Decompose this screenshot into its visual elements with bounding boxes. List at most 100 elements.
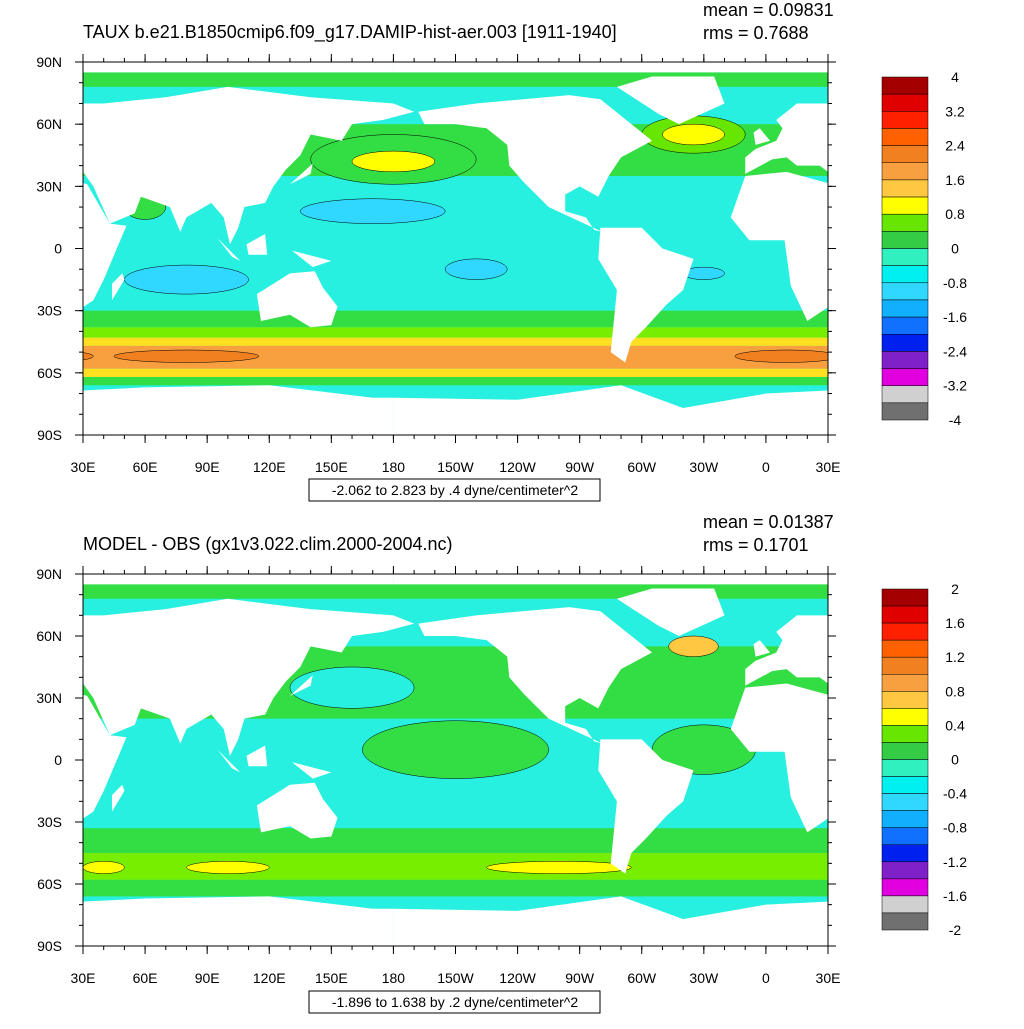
land — [393, 62, 1024, 72]
colorbar-box — [882, 845, 928, 862]
colorbar-box — [882, 231, 928, 248]
field-blob — [300, 199, 445, 224]
colorbar-box — [882, 249, 928, 266]
land — [991, 234, 1012, 255]
lon-label: 90W — [565, 459, 595, 475]
colorbar-box — [882, 657, 928, 674]
colorbar-box — [882, 742, 928, 759]
colorbar-label: 4 — [951, 69, 959, 85]
mean-label: mean = 0.01387 — [703, 512, 834, 532]
lat-label: 30S — [37, 814, 62, 830]
lat-label: 0 — [54, 752, 62, 768]
colorbar-label: -1.2 — [943, 854, 967, 870]
colorbar-box — [882, 708, 928, 725]
land — [857, 785, 869, 812]
field-blob — [114, 350, 259, 362]
map-field — [0, 574, 1024, 946]
land — [857, 273, 869, 300]
rms-label: rms = 0.1701 — [703, 535, 809, 555]
land — [1002, 271, 1024, 327]
lat-label: 90N — [36, 54, 62, 70]
lon-label: 60E — [133, 459, 158, 475]
land — [963, 750, 986, 773]
panel-title: MODEL - OBS (gx1v3.022.clim.2000-2004.nc… — [83, 534, 453, 554]
lat-label: 30N — [36, 178, 62, 194]
colorbar-box — [882, 214, 928, 231]
colorbar-box — [882, 725, 928, 742]
colorbar-box — [882, 351, 928, 368]
colorbar-label: -2.4 — [943, 343, 967, 359]
field-band — [83, 338, 828, 346]
panel-title: TAUX b.e21.B1850cmip6.f09_g17.DAMIP-hist… — [83, 22, 617, 43]
colorbar-box — [882, 334, 928, 351]
colorbar-box — [882, 674, 928, 691]
colorbar-box — [882, 623, 928, 640]
lon-label: 150E — [315, 459, 348, 475]
colorbar-box — [882, 777, 928, 794]
lon-label: 150E — [315, 970, 348, 986]
rms-label: rms = 0.7688 — [703, 23, 809, 43]
lon-label: 150W — [437, 970, 474, 986]
colorbar-box — [882, 180, 928, 197]
colorbar-box — [882, 300, 928, 317]
field-blob — [669, 636, 719, 657]
colorbar-label: -1.6 — [943, 309, 967, 325]
field-blob — [445, 259, 507, 280]
colorbar-box — [882, 794, 928, 811]
land — [1002, 783, 1024, 839]
lat-label: 60N — [36, 628, 62, 644]
lon-label: 60W — [627, 459, 657, 475]
colorbar-box — [882, 94, 928, 111]
lon-label: 180 — [382, 970, 406, 986]
lon-label: 0 — [762, 459, 770, 475]
colorbar-box — [882, 146, 928, 163]
colorbar-box — [882, 111, 928, 128]
colorbar-label: 2 — [951, 581, 959, 597]
land — [9, 128, 26, 145]
colorbar-box — [882, 589, 928, 606]
colorbar-box — [882, 369, 928, 386]
colorbar-label: -3.2 — [943, 378, 967, 394]
colorbar-box — [882, 266, 928, 283]
range-note: -2.062 to 2.823 by .4 dyne/centimeter^2 — [332, 482, 578, 498]
colorbar-box — [882, 691, 928, 708]
colorbar-box — [882, 862, 928, 879]
lon-label: 0 — [762, 970, 770, 986]
colorbar-box — [882, 128, 928, 145]
lon-label: 30W — [689, 970, 719, 986]
field-band — [83, 377, 828, 385]
field-blob — [662, 124, 724, 145]
field-blob — [83, 861, 124, 873]
range-note: -1.896 to 1.638 by .2 dyne/centimeter^2 — [332, 994, 578, 1010]
lat-label: 60N — [36, 116, 62, 132]
field-blob — [186, 861, 269, 873]
colorbar-box — [882, 811, 928, 828]
colorbar-box — [882, 913, 928, 930]
colorbar-label: 1.6 — [945, 615, 965, 631]
colorbar-label: 0 — [951, 241, 959, 257]
lon-label: 60E — [133, 970, 158, 986]
lon-label: 30W — [689, 459, 719, 475]
map-field — [0, 62, 1024, 435]
colorbar-label: -2 — [949, 922, 962, 938]
colorbar-label: 2.4 — [945, 138, 965, 154]
colorbar-box — [882, 896, 928, 913]
lon-label: 150W — [437, 459, 474, 475]
lat-label: 60S — [37, 876, 62, 892]
mean-label: mean = 0.09831 — [703, 0, 834, 20]
colorbar-box — [882, 760, 928, 777]
colorbar-label: -0.8 — [943, 275, 967, 291]
colorbar-box — [882, 163, 928, 180]
colorbar-box — [882, 283, 928, 300]
colorbar-box — [882, 828, 928, 845]
colorbar-label: 0.4 — [945, 717, 965, 733]
land — [963, 238, 986, 261]
lat-label: 90S — [37, 427, 62, 443]
field-blob — [487, 861, 632, 873]
lon-label: 30E — [71, 970, 96, 986]
field-band — [83, 880, 828, 897]
colorbar-label: 0.8 — [945, 206, 965, 222]
lon-label: 120E — [253, 459, 286, 475]
